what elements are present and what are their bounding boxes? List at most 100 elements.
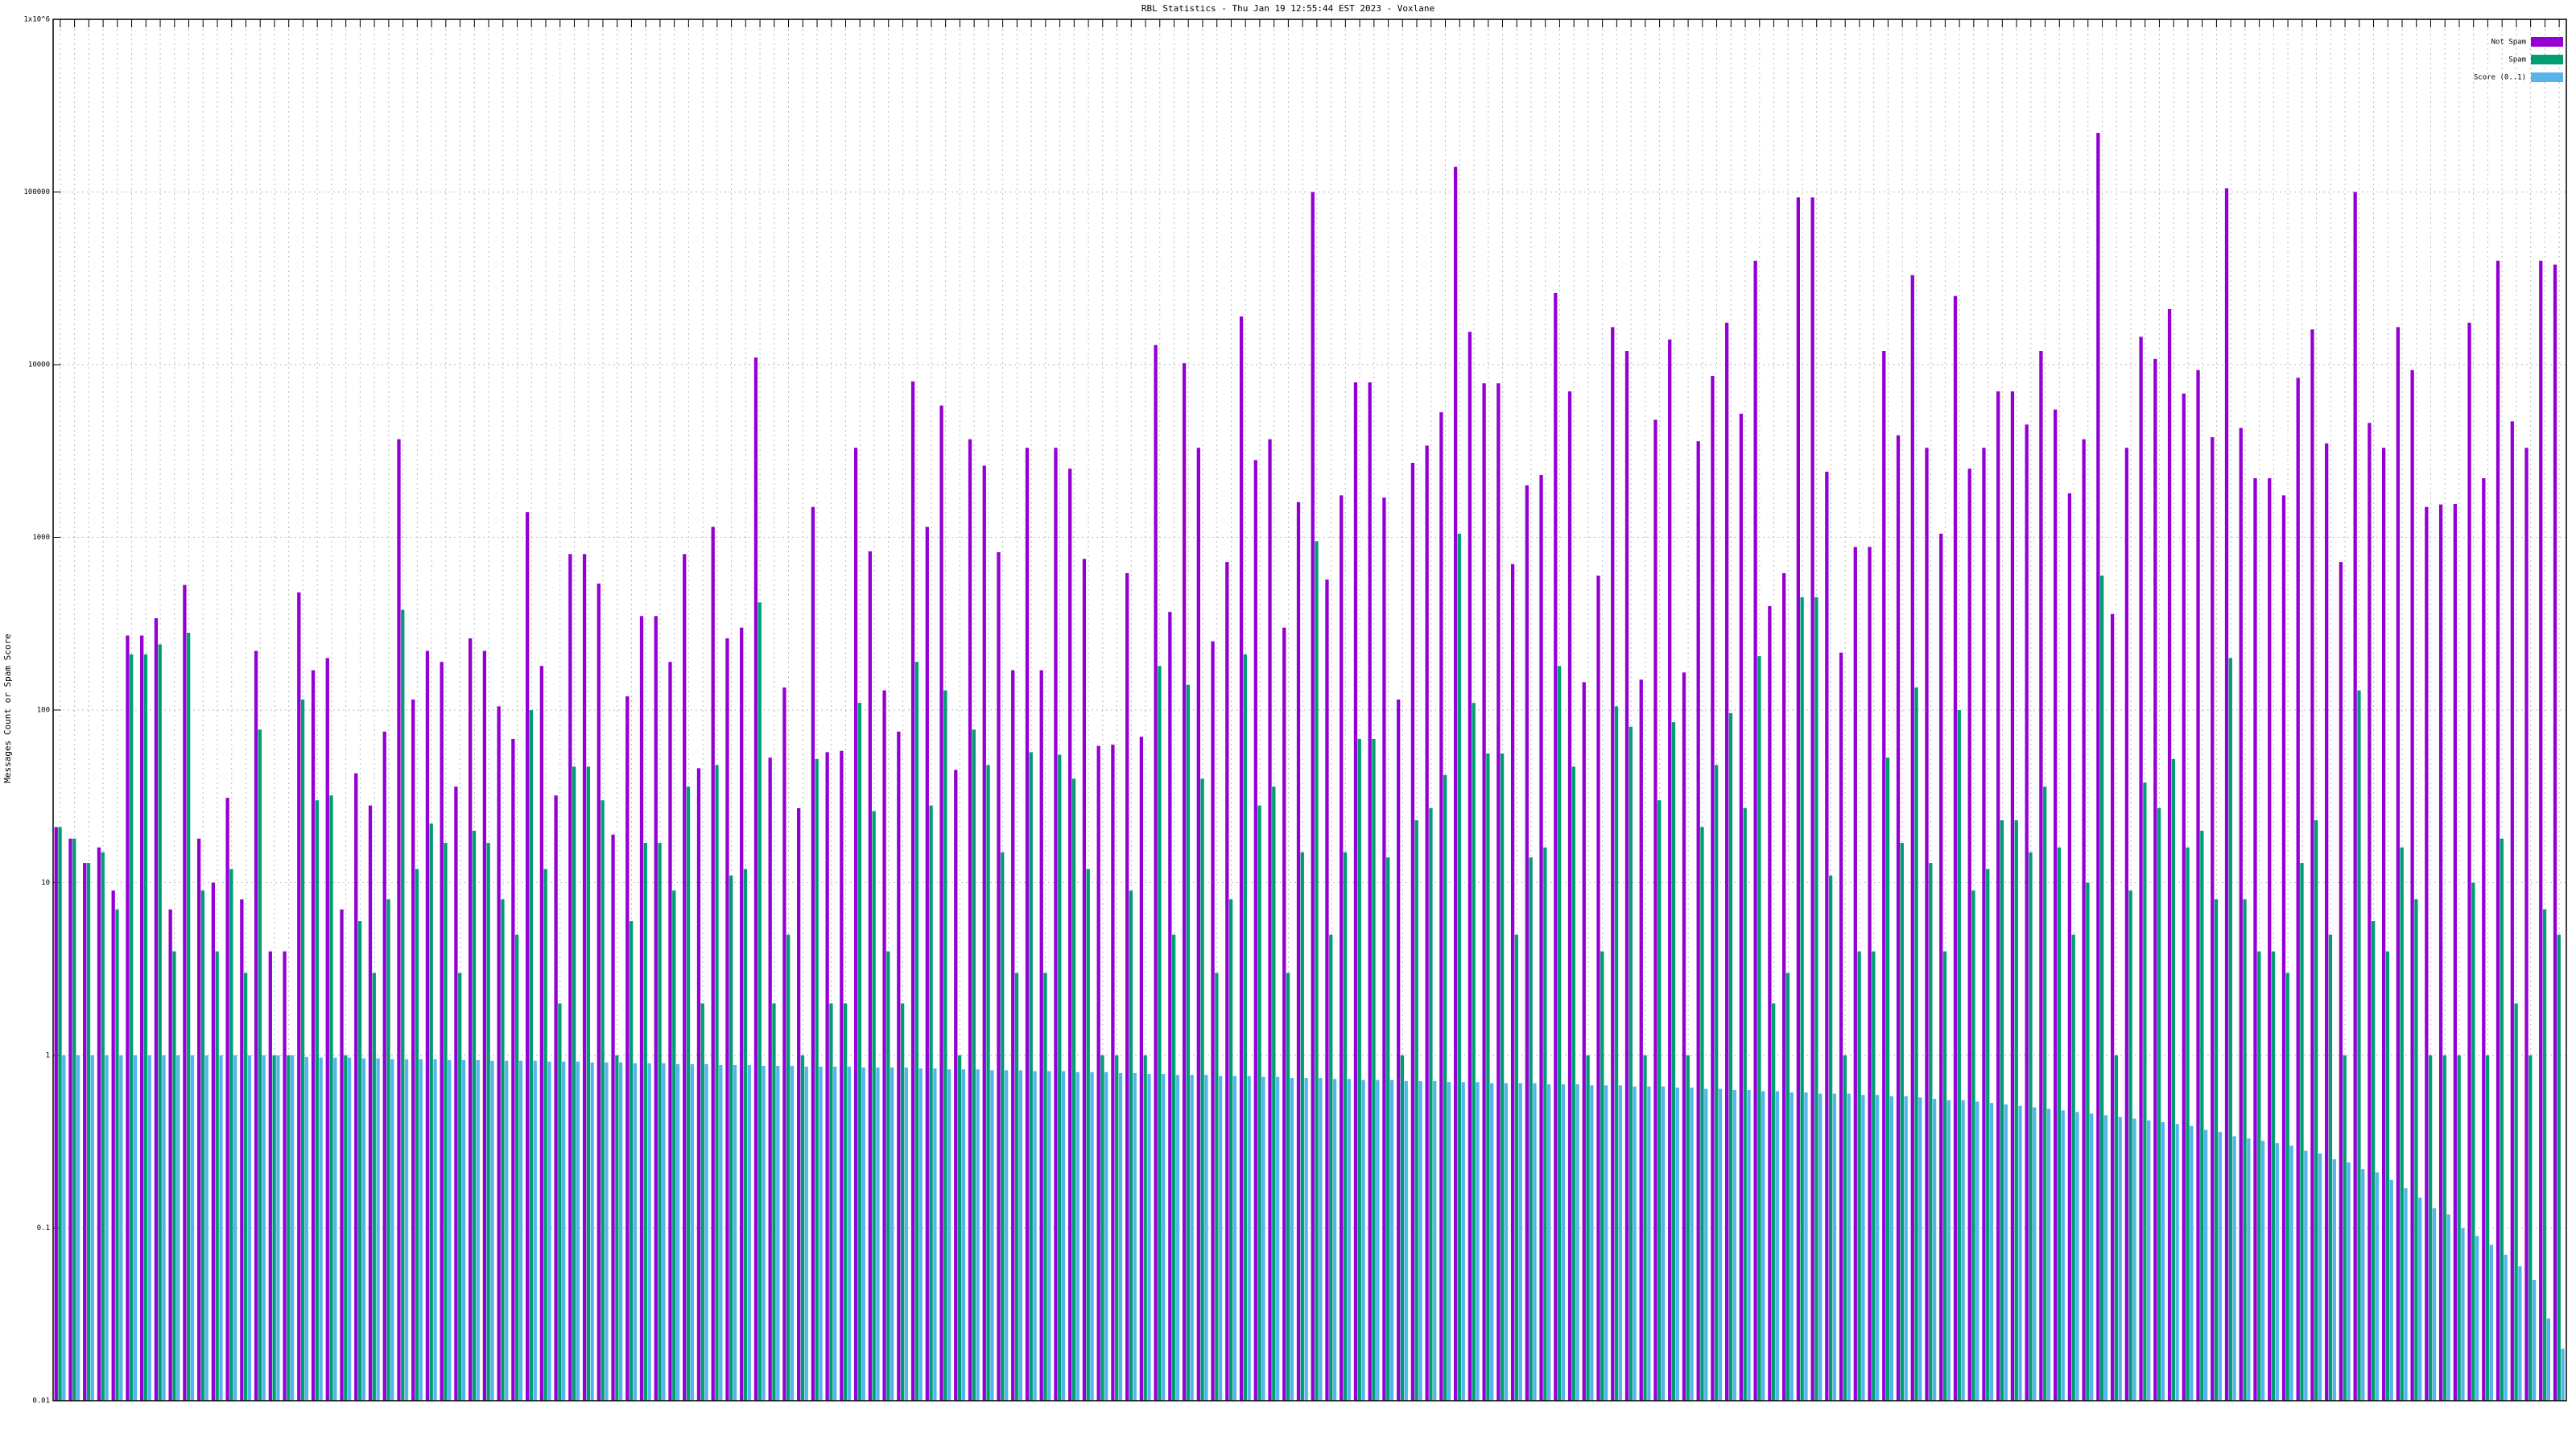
bar	[2186, 847, 2190, 1401]
bar	[747, 1064, 751, 1401]
bar	[840, 750, 844, 1401]
bar	[1257, 805, 1261, 1401]
bar	[147, 1055, 151, 1401]
bar	[1775, 1091, 1780, 1401]
bar	[258, 729, 262, 1401]
bar	[505, 1060, 509, 1401]
bar	[368, 805, 373, 1401]
bar	[390, 1059, 394, 1401]
bar	[1447, 1082, 1451, 1401]
bar	[2161, 1122, 2165, 1401]
bar	[2496, 260, 2500, 1401]
bar	[1290, 1078, 1294, 1401]
bar	[1118, 1072, 1123, 1401]
bar	[501, 899, 505, 1401]
bar	[2114, 1055, 2119, 1401]
bar	[2175, 1124, 2179, 1401]
bar	[700, 1003, 704, 1401]
bar	[1900, 843, 1904, 1401]
bar	[1743, 807, 1747, 1401]
bar	[1232, 1075, 1237, 1401]
bar	[2381, 448, 2386, 1401]
bar	[601, 800, 605, 1401]
bar	[1168, 612, 1172, 1401]
bar	[833, 1067, 837, 1401]
bar	[1368, 382, 1372, 1401]
bar	[1546, 1084, 1551, 1401]
bar	[419, 1059, 423, 1401]
bar	[2232, 1136, 2236, 1401]
bar	[1653, 419, 1657, 1401]
bar	[844, 1003, 848, 1401]
bar	[2171, 758, 2175, 1401]
y-tick-label: 0.01	[32, 1397, 50, 1406]
bar	[1182, 363, 1187, 1401]
bar	[982, 465, 986, 1401]
bar	[1772, 1003, 1776, 1401]
y-tick-label: 1	[46, 1052, 50, 1060]
bar	[1967, 469, 1971, 1401]
bar	[2268, 478, 2272, 1402]
bar	[372, 972, 376, 1401]
bar	[2139, 336, 2143, 1401]
bar	[133, 1055, 138, 1401]
bar	[1247, 1075, 1251, 1401]
bar	[2557, 935, 2561, 1401]
bar	[376, 1058, 380, 1401]
bar	[933, 1068, 937, 1401]
bar	[1982, 448, 1986, 1401]
bar	[882, 690, 886, 1401]
bar	[1196, 448, 1200, 1401]
bar	[1839, 652, 1843, 1401]
bar	[2482, 478, 2486, 1402]
bar	[2542, 909, 2547, 1401]
bar	[1715, 765, 1719, 1401]
bar	[972, 729, 976, 1401]
bar	[1882, 351, 1886, 1401]
bar	[1500, 753, 1505, 1401]
bar	[825, 752, 829, 1401]
bar	[618, 1062, 623, 1401]
bar	[325, 658, 329, 1401]
bar	[997, 551, 1001, 1401]
bar	[2082, 439, 2086, 1401]
bar	[900, 1003, 905, 1401]
legend-swatch	[2531, 55, 2563, 64]
bar	[1810, 197, 1814, 1402]
bar	[1115, 1055, 1119, 1401]
bar	[1747, 1090, 1751, 1401]
bar	[140, 635, 144, 1401]
bar	[1639, 679, 1643, 1401]
bar	[672, 890, 676, 1401]
bar	[2271, 951, 2276, 1401]
bar	[711, 526, 715, 1402]
bar	[1690, 1088, 1694, 1401]
bar	[772, 1003, 776, 1401]
bar	[1671, 722, 1676, 1401]
bar	[2243, 899, 2247, 1401]
bar	[1567, 391, 1572, 1402]
y-tick-label: 10000	[28, 361, 50, 369]
bar	[857, 703, 862, 1401]
y-tick-label: 1000	[32, 534, 50, 542]
bar	[1557, 666, 1562, 1401]
bar	[168, 909, 172, 1401]
bar	[1457, 533, 1462, 1402]
bar	[2157, 807, 2161, 1401]
bar	[1272, 786, 1276, 1401]
bar	[1554, 292, 1558, 1401]
bar	[629, 921, 634, 1401]
bar	[654, 616, 658, 1401]
bar	[1404, 1080, 1408, 1401]
bar	[1347, 1079, 1351, 1401]
bar	[262, 1055, 266, 1401]
bar	[2190, 1125, 2194, 1401]
bar	[1686, 1055, 1690, 1401]
bar	[625, 696, 630, 1401]
bar	[1343, 852, 1348, 1401]
plot-frame	[52, 19, 2567, 1402]
bar	[62, 1055, 66, 1401]
bar	[1389, 1080, 1394, 1401]
bar	[1753, 260, 1757, 1401]
bar	[740, 627, 744, 1401]
